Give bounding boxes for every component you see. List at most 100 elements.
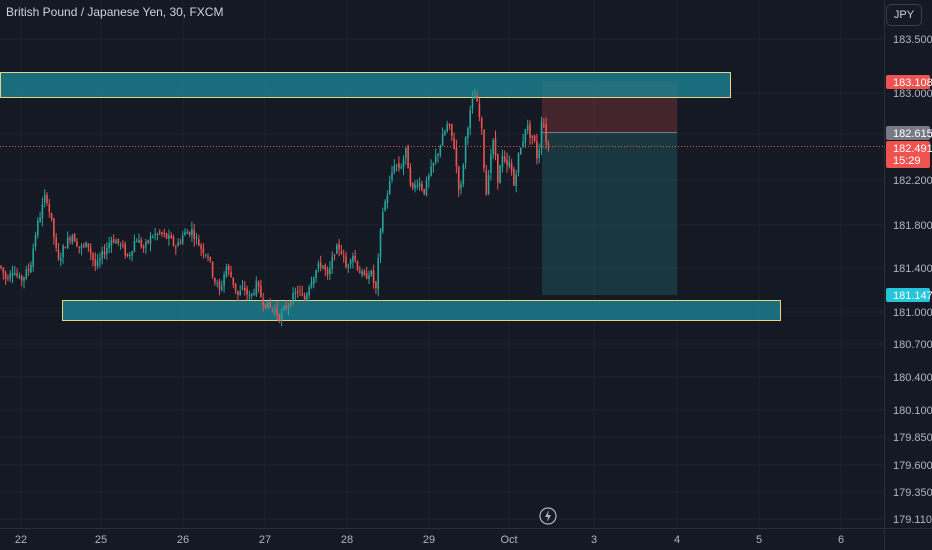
candle (152, 234, 154, 239)
candle-body (41, 204, 44, 219)
candle-body (278, 314, 281, 321)
candle (400, 163, 402, 170)
candle (345, 251, 347, 269)
candle-body (110, 240, 113, 246)
candle (250, 292, 253, 300)
price-label-bg (886, 75, 930, 89)
candle-body (30, 264, 32, 273)
candle-body (299, 290, 301, 292)
candle-body (200, 245, 202, 249)
candle-body (69, 237, 71, 241)
candle-body (34, 235, 37, 247)
candle-body (462, 164, 465, 184)
candle-body (158, 231, 161, 233)
candle-body (416, 185, 419, 187)
time-tick-label: 29 (423, 534, 435, 546)
time-tick-label: 5 (756, 534, 762, 546)
candle-body (0, 265, 2, 268)
candle (276, 301, 278, 321)
candle (227, 264, 230, 276)
candle-body (547, 143, 550, 145)
candle-body (313, 277, 315, 284)
candle-body (115, 240, 117, 244)
candle (246, 285, 248, 301)
candle-body (490, 154, 492, 174)
candle-body (221, 286, 223, 290)
candle (207, 252, 209, 262)
lightning-icon[interactable] (539, 507, 557, 525)
candle-body (60, 258, 62, 261)
candle-body (409, 166, 412, 186)
candle-body (131, 251, 133, 256)
candle (161, 231, 163, 238)
time-tick-label: 26 (177, 534, 189, 546)
candle (2, 267, 5, 280)
candle (43, 189, 46, 208)
candle (308, 284, 310, 299)
price-label-text: 182.615 (893, 128, 932, 140)
candle (299, 285, 301, 297)
candle-body (175, 247, 177, 249)
candle (407, 144, 409, 169)
candle-body (202, 248, 205, 254)
candle (333, 253, 336, 261)
candle-body (382, 212, 384, 232)
candle (423, 188, 425, 196)
candle-body (188, 231, 191, 235)
price-tick-label: 181.000 (893, 307, 932, 319)
candle (375, 280, 377, 294)
zone-resistance (0, 72, 731, 98)
candle (545, 117, 547, 149)
candle (547, 140, 550, 152)
candle-body (455, 147, 458, 167)
candle (391, 165, 393, 183)
candle (347, 263, 350, 273)
candle-body (239, 290, 241, 296)
candle (315, 269, 317, 283)
candle-body (370, 270, 373, 276)
candle-body (92, 253, 94, 260)
candle (444, 129, 446, 136)
candle (529, 120, 531, 145)
candle-body (119, 243, 122, 245)
candle-body (543, 123, 545, 126)
candle-body (73, 234, 76, 242)
candle (34, 231, 37, 251)
candle-body (308, 286, 310, 296)
candle-body (181, 235, 184, 244)
candle-body (361, 271, 363, 275)
candle (145, 238, 147, 254)
candle-body (398, 162, 400, 169)
candle-body (296, 291, 299, 293)
candle-body (421, 183, 423, 190)
candle-body (446, 124, 448, 132)
candle-body (80, 245, 83, 249)
candle-body (290, 303, 292, 305)
currency-button[interactable]: JPY (886, 4, 922, 26)
time-tick-label: 28 (341, 534, 353, 546)
candle (87, 243, 90, 252)
candle (478, 97, 481, 122)
candle-body (285, 306, 287, 309)
candle-body (108, 243, 110, 248)
candle (322, 264, 324, 270)
candle-body (315, 269, 317, 278)
candle-body (506, 159, 508, 165)
candle (55, 233, 57, 252)
candle (354, 249, 356, 263)
candle (57, 243, 60, 261)
candle (292, 287, 294, 305)
candle (170, 232, 172, 239)
candle-body (191, 228, 193, 236)
candle-body (165, 233, 168, 239)
candle (490, 148, 492, 181)
candle (497, 153, 499, 190)
candle-body (260, 286, 262, 298)
candle-body (487, 175, 490, 194)
candle (225, 263, 228, 279)
candle (198, 234, 200, 247)
price-tick-label: 180.100 (893, 405, 932, 417)
candle-body (359, 270, 361, 274)
candle (522, 133, 524, 148)
